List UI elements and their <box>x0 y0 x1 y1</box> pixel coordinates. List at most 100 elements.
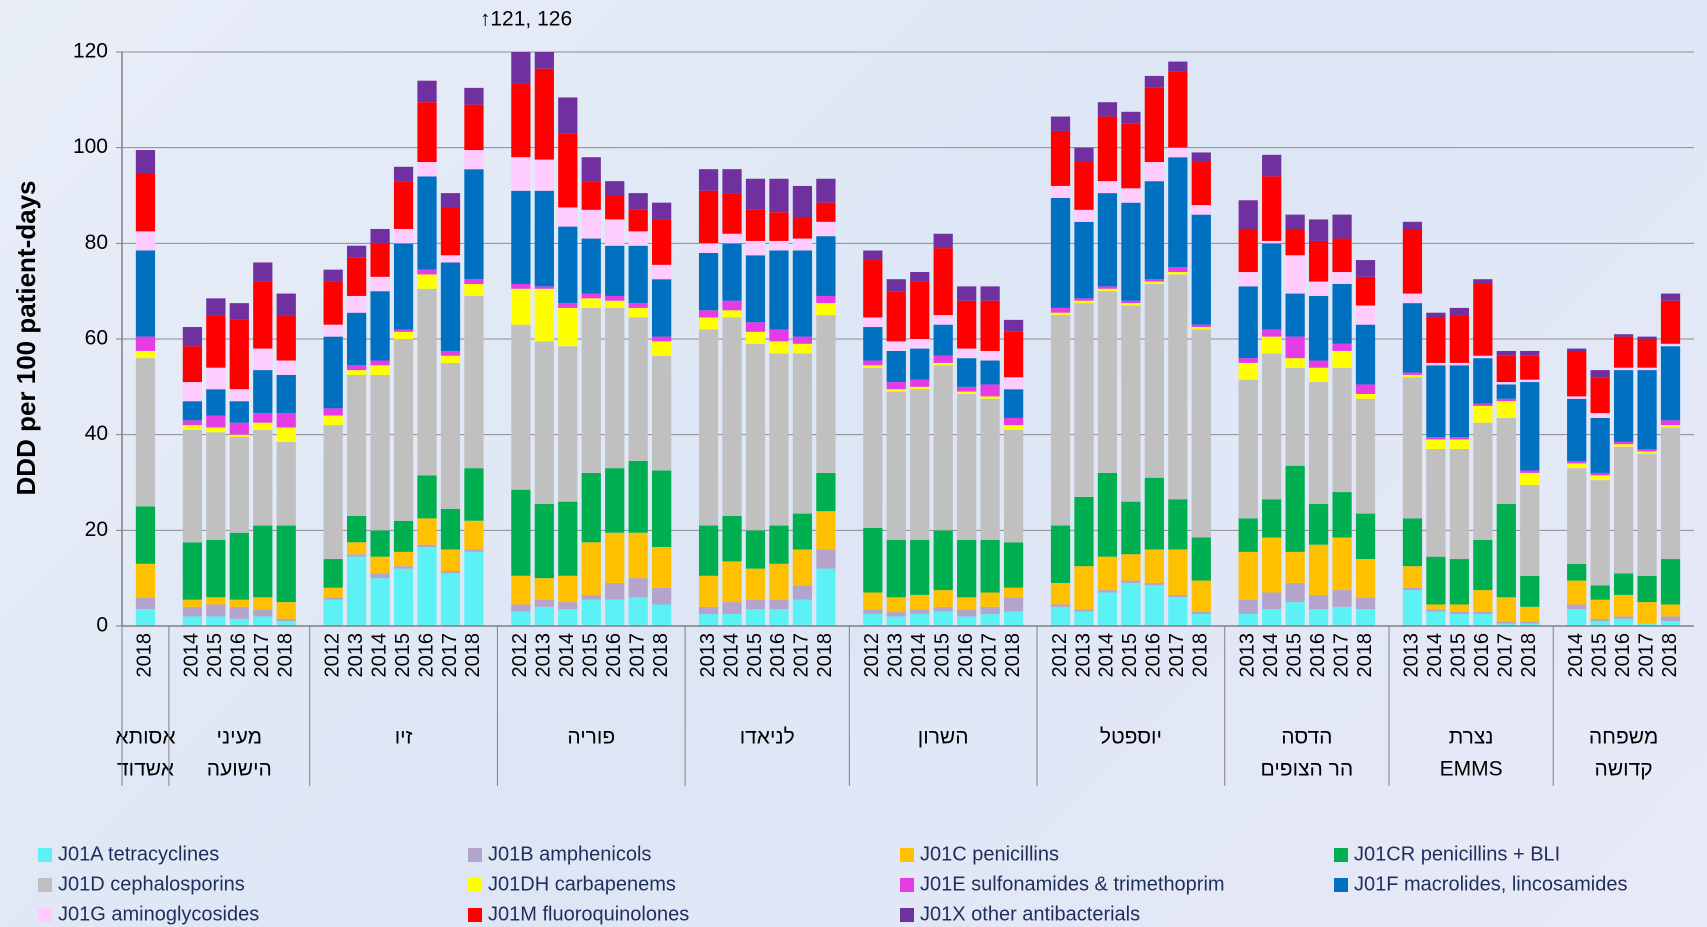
bar-segment <box>628 578 648 598</box>
x-tick-label: 2018 <box>1354 633 1376 678</box>
legend-label: J01C penicillins <box>920 843 1059 865</box>
bar-segment <box>1355 305 1376 325</box>
bar-segment <box>1637 449 1657 452</box>
bar-segment <box>558 307 578 347</box>
bar-segment <box>886 616 906 626</box>
bar-segment <box>1097 556 1118 591</box>
bar-segment <box>1168 61 1188 72</box>
bar-segment <box>792 513 813 550</box>
bar-segment <box>910 272 930 282</box>
x-tick-label: 2018 <box>134 633 156 678</box>
bar-segment <box>698 310 719 318</box>
bar-segment <box>1613 441 1634 445</box>
bar-segment <box>323 415 343 426</box>
bar-segment <box>722 317 742 516</box>
bar-segment <box>253 597 273 610</box>
bar-segment <box>1121 582 1141 626</box>
bar-segment <box>957 609 977 617</box>
bar-segment <box>1520 623 1540 626</box>
bar-segment <box>1262 592 1282 610</box>
bar-segment <box>1613 573 1634 595</box>
bar-segment <box>792 585 813 600</box>
legend-swatch <box>900 878 914 892</box>
bar-segment <box>464 283 484 296</box>
bar-segment <box>1285 367 1305 466</box>
bar-segment <box>417 176 437 270</box>
bar-segment <box>652 336 672 342</box>
bar-segment <box>628 460 648 533</box>
bar-segment <box>347 556 367 626</box>
bar-segment <box>863 614 883 626</box>
bar-segment <box>1496 623 1516 626</box>
bar-segment <box>1285 602 1305 626</box>
bar-segment <box>534 341 554 505</box>
bar-segment <box>1262 499 1282 538</box>
y-tick-label: 80 <box>85 231 108 254</box>
bar-segment <box>229 618 249 626</box>
bar-segment <box>698 329 719 526</box>
bar-segment <box>393 329 414 332</box>
bar-segment <box>393 243 414 330</box>
bar-segment <box>135 350 156 359</box>
bar-segment <box>1003 377 1024 390</box>
bar-segment <box>370 243 390 277</box>
bar-segment <box>323 336 343 409</box>
bar-segment <box>605 295 625 301</box>
bar-segment <box>276 427 296 442</box>
bar-segment <box>1332 492 1352 538</box>
bar-segment <box>229 319 249 390</box>
bar-segment <box>370 530 390 557</box>
bar-segment <box>1426 609 1446 612</box>
bar-segment <box>769 563 789 600</box>
bar-segment <box>558 133 578 208</box>
bar-segment <box>957 539 977 598</box>
bar-segment <box>1590 475 1610 481</box>
x-tick-label: 2018 <box>462 633 484 678</box>
bar-segment <box>605 307 625 469</box>
bar-segment <box>347 542 367 555</box>
bar-segment <box>558 303 578 308</box>
bar-segment <box>698 525 719 576</box>
bar-segment <box>1426 439 1446 450</box>
bar-segment <box>229 599 249 607</box>
bar-segment <box>1144 162 1164 182</box>
bar-segment <box>957 300 977 349</box>
bar-segment <box>1097 472 1118 557</box>
bar-segment <box>1168 274 1188 500</box>
bar-segment <box>1285 551 1305 583</box>
x-tick-label: 2014 <box>181 633 203 678</box>
bar-segment <box>440 350 461 356</box>
bar-segment <box>534 606 554 626</box>
bar-segment <box>1660 300 1681 344</box>
bar-segment <box>980 286 1000 301</box>
bar-segment <box>1613 618 1634 626</box>
bar-segment <box>1426 611 1446 626</box>
bar-segment <box>370 578 390 626</box>
bar-segment <box>886 597 906 612</box>
x-tick-label: 2018 <box>814 633 836 678</box>
bar-segment <box>792 599 813 626</box>
bar-segment <box>253 262 273 282</box>
bar-segment <box>1191 214 1211 325</box>
bar-segment <box>1097 286 1118 289</box>
bar-segment <box>957 391 977 395</box>
bar-segment <box>816 472 836 512</box>
bar-segment <box>393 166 414 182</box>
x-tick-label: 2017 <box>626 633 648 678</box>
bar-segment <box>1473 403 1493 406</box>
bar-segment <box>1121 303 1141 306</box>
bar-segment <box>628 193 648 210</box>
bar-segment <box>1449 449 1469 560</box>
bar-segment <box>886 291 906 342</box>
bar-segment <box>135 250 156 337</box>
bar-segment <box>1003 319 1024 332</box>
bar-segment <box>605 181 625 196</box>
bar-segment <box>229 389 249 402</box>
group-label: הדסה <box>1281 726 1332 749</box>
bar-segment <box>347 257 367 296</box>
bar-segment <box>253 281 273 349</box>
bar-segment <box>347 554 367 557</box>
group-label: הישועה <box>207 758 272 781</box>
bar-segment <box>1567 398 1587 461</box>
bar-segment <box>1168 594 1188 598</box>
